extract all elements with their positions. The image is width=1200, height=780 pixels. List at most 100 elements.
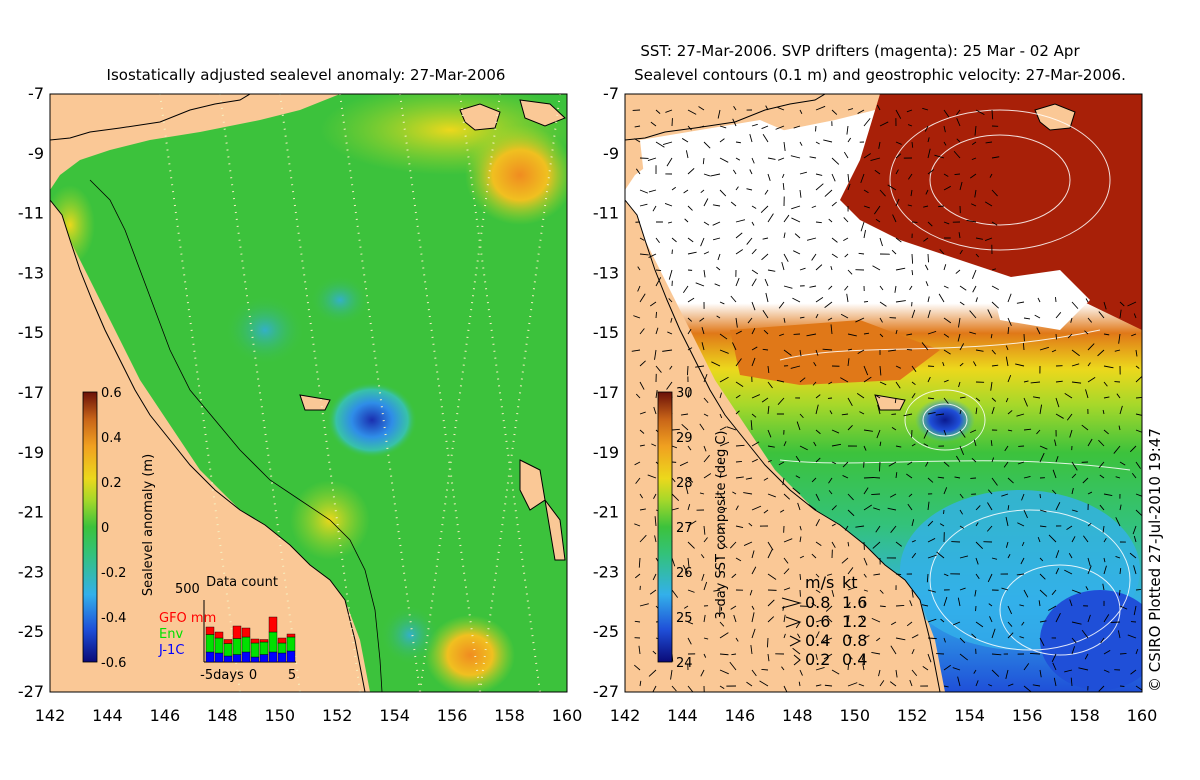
velocity-arrow [781, 262, 785, 271]
velocity-arrow [815, 541, 822, 547]
velocity-arrow [895, 365, 902, 369]
velocity-arrow [975, 297, 978, 303]
velocity-arrow [907, 124, 913, 127]
velocity-arrow [751, 612, 755, 623]
velocity-arrow [863, 153, 871, 159]
velocity-arrow [703, 614, 706, 623]
velocity-arrow [847, 509, 855, 517]
velocity-arrow [1037, 536, 1041, 543]
velocity-arrow [767, 573, 777, 580]
velocity-arrow [975, 557, 979, 565]
velocity-arrow [1135, 589, 1141, 591]
velocity-arrow [943, 173, 949, 177]
velocity-arrow [719, 301, 725, 305]
velocity-arrow [1064, 669, 1073, 673]
velocity-arrow [1021, 493, 1025, 501]
velocity-arrow [1007, 621, 1013, 627]
velocity-arrow [766, 637, 769, 648]
velocity-arrow [1071, 621, 1082, 625]
velocity-arrow [687, 251, 697, 255]
data-count-bar-segment [277, 637, 287, 644]
velocity-arrow [991, 457, 995, 463]
left-map [50, 94, 567, 692]
velocity-arrow [863, 376, 872, 383]
velocity-arrow [943, 185, 951, 191]
velocity-arrow [991, 156, 1000, 159]
velocity-arrow [796, 421, 801, 431]
velocity-arrow [1069, 429, 1073, 438]
velocity-arrow [634, 523, 641, 527]
velocity-arrow [793, 250, 801, 255]
velocity-arrow [879, 333, 884, 338]
velocity-arrow [938, 293, 945, 303]
velocity-arrow [863, 445, 867, 451]
data-count-bar-segment [205, 651, 215, 663]
velocity-arrow [863, 635, 870, 639]
velocity-arrow [990, 381, 993, 391]
velocity-arrow [633, 315, 641, 319]
velocity-legend-kt: 1.6 [842, 593, 867, 612]
velocity-arrow [1001, 587, 1009, 591]
velocity-arrow [639, 429, 645, 434]
velocity-arrow [1007, 293, 1012, 303]
velocity-arrow [703, 445, 707, 452]
velocity-arrow [911, 443, 916, 447]
velocity-arrow [856, 392, 865, 399]
velocity-arrow [767, 459, 772, 463]
velocity-arrow [751, 505, 762, 511]
velocity-arrow [863, 487, 869, 495]
velocity-arrow [889, 493, 897, 498]
velocity-arrow [943, 264, 947, 271]
velocity-arrow [959, 396, 966, 399]
velocity-arrow [954, 476, 961, 479]
velocity-arrow [1030, 652, 1041, 655]
velocity-arrow [767, 157, 776, 160]
velocity-arrow [711, 361, 721, 367]
velocity-arrow [751, 566, 757, 575]
velocity-arrow [860, 616, 865, 623]
velocity-arrow [699, 423, 705, 431]
velocity-arrow [1005, 516, 1009, 527]
velocity-arrow [687, 503, 691, 511]
velocity-arrow [1098, 311, 1105, 319]
left-colorbar-label: Sealevel anomaly (m) [141, 454, 156, 596]
velocity-arrow [1115, 476, 1121, 479]
velocity-arrow [792, 487, 801, 495]
velocity-arrow [1129, 552, 1137, 559]
velocity-arrow [858, 252, 865, 255]
velocity-arrow [911, 269, 914, 276]
velocity-arrow [669, 365, 673, 370]
velocity-arrow [714, 283, 721, 287]
velocity-arrow [634, 573, 641, 579]
velocity-arrow [943, 349, 951, 355]
velocity-arrow [701, 326, 705, 335]
velocity-arrow [719, 349, 729, 354]
velocity-arrow [761, 253, 769, 261]
velocity-arrow [1135, 685, 1142, 691]
velocity-arrow [639, 493, 644, 499]
velocity-arrow [1103, 614, 1110, 623]
velocity-arrow [1084, 653, 1089, 660]
velocity-arrow [847, 682, 858, 687]
velocity-arrow [767, 269, 776, 272]
velocity-arrow [1036, 327, 1041, 335]
velocity-arrow [783, 253, 789, 262]
velocity-arrow [809, 285, 817, 288]
velocity-arrow [895, 300, 906, 303]
velocity-arrow [1087, 362, 1091, 367]
velocity-arrow [764, 278, 769, 287]
velocity-arrow [1022, 343, 1025, 351]
velocity-arrow [975, 573, 980, 579]
velocity-arrow [653, 493, 657, 499]
velocity-arrow [778, 157, 785, 161]
velocity-arrow [765, 292, 769, 303]
velocity-arrow [975, 522, 979, 527]
velocity-arrow [695, 365, 705, 368]
velocity-arrow [895, 669, 898, 678]
velocity-arrow [943, 596, 948, 607]
velocity-arrow [879, 605, 886, 608]
lat-label: -11 [18, 204, 44, 223]
velocity-arrow [1115, 517, 1121, 527]
velocity-arrow [934, 154, 945, 159]
velocity-arrow [1023, 397, 1028, 407]
